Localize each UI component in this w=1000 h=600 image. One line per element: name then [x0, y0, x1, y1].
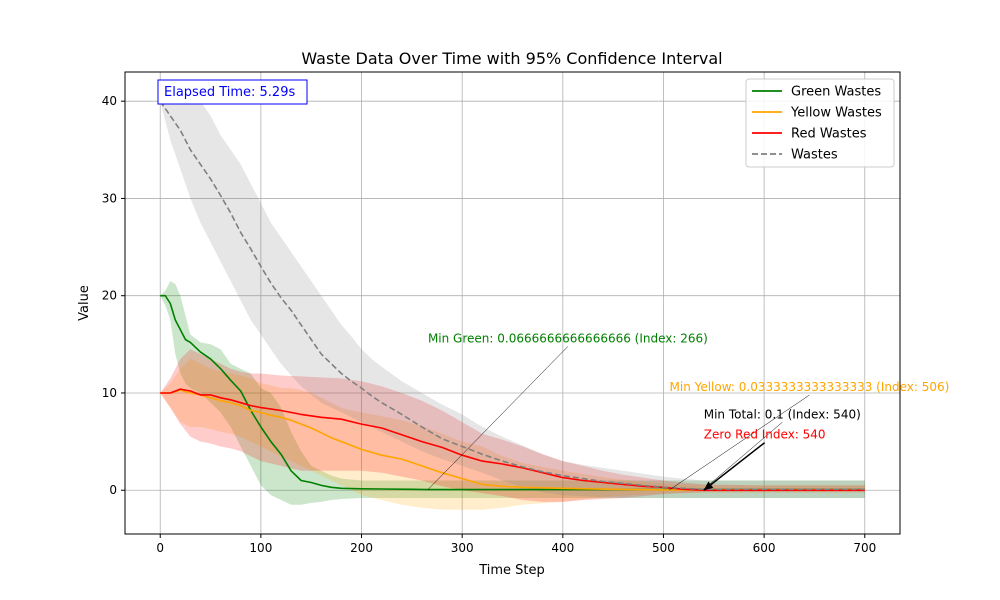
- elapsed-time-frame: [157, 79, 308, 105]
- annotations: Min Green: 0.0666666666666666 (Index: 26…: [427, 331, 950, 491]
- series-lines: [159, 100, 865, 492]
- legend-frame: [745, 78, 895, 168]
- x-tick-label: 500: [652, 541, 675, 555]
- x-tick-label: 700: [853, 541, 876, 555]
- y-axis-label: Value: [77, 285, 92, 321]
- wastes-line: [159, 100, 865, 491]
- y-tick-label: 10: [102, 386, 117, 400]
- yellow-wastes-line: [160, 389, 865, 491]
- red-wastes-confidence-band: [160, 349, 865, 502]
- confidence-bands: [160, 86, 865, 510]
- x-tick-label: 100: [249, 541, 272, 555]
- annotation-red-label: Zero Red Index: 540: [704, 428, 826, 442]
- legend-label-yellow-wastes: Yellow Wastes: [790, 106, 882, 121]
- annotation-yellow-arrow: [669, 394, 810, 491]
- legend: Green Wastes Yellow Wastes Red Wastes Waste…: [745, 78, 895, 168]
- annotation-total-label: Min Total: 0.1 (Index: 540): [704, 407, 861, 421]
- wastes-confidence-band: [160, 86, 865, 498]
- red-wastes-line: [160, 388, 865, 492]
- x-axis-label: Time Step: [478, 563, 545, 578]
- y-tick-label: 30: [102, 191, 117, 205]
- y-tick-label: 0: [109, 483, 117, 497]
- x-tick-label: 200: [350, 541, 373, 555]
- y-tick-label: 20: [102, 289, 117, 303]
- elapsed-time-box: Elapsed Time: 5.29s: [157, 79, 308, 105]
- legend-label-wastes: Wastes: [791, 148, 838, 163]
- annotation-green-label: Min Green: 0.0666666666666666 (Index: 26…: [428, 331, 708, 345]
- annotation-green-arrow: [427, 346, 569, 490]
- chart-title: Waste Data Over Time with 95% Confidence…: [301, 49, 722, 68]
- green-wastes-line: [160, 294, 865, 491]
- legend-label-green-wastes: Green Wastes: [791, 85, 881, 100]
- plot-frame: [124, 71, 901, 535]
- x-tick-label: 300: [451, 541, 474, 555]
- annotation-red-arrow: [703, 442, 766, 491]
- annotation-red-arrowhead: [703, 481, 714, 491]
- elapsed-time-label: Elapsed Time: 5.29s: [164, 85, 295, 100]
- x-tick-label: 0: [156, 541, 164, 555]
- annotation-yellow-label: Min Yellow: 0.0333333333333333 (Index: 5…: [670, 380, 950, 394]
- annotation-total-arrow: [703, 422, 783, 490]
- y-tick-label: 40: [102, 94, 117, 108]
- yellow-wastes-confidence-band: [160, 358, 865, 510]
- axis-ticks: 0 100 200 300 400 500 600 700 0 10 20 30 40: [102, 94, 877, 555]
- x-tick-label: 600: [753, 541, 776, 555]
- x-tick-label: 400: [551, 541, 574, 555]
- legend-label-red-wastes: Red Wastes: [791, 127, 867, 142]
- green-wastes-confidence-band: [160, 281, 865, 505]
